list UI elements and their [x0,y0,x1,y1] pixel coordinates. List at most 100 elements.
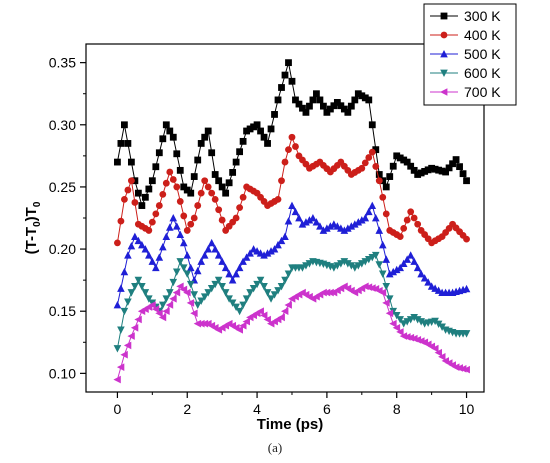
data-point [183,227,191,234]
data-point [365,96,373,104]
data-point [162,121,170,129]
legend-entry: 700 K [430,84,501,100]
data-point [246,249,254,257]
data-point [145,295,153,303]
data-point [364,207,373,216]
data-point [179,264,188,272]
data-point [211,195,219,203]
data-point [131,177,139,185]
data-point [152,163,160,171]
data-point [400,224,408,232]
data-point [211,280,219,289]
data-point [159,301,167,309]
data-point [114,158,121,166]
data-point [442,168,449,176]
data-point [215,206,223,214]
data-point [347,102,355,110]
x-tick-label: 8 [393,401,401,417]
data-point [274,195,282,203]
data-point [358,92,366,100]
data-point [281,276,289,285]
data-point [313,90,320,98]
data-point [180,183,188,191]
data-point [382,282,391,291]
data-point [309,96,317,104]
data-point [421,167,429,175]
data-point [215,177,223,185]
data-point [176,198,184,205]
data-point [218,216,226,224]
data-point [351,220,359,228]
data-point [435,166,443,174]
data-point [403,158,411,166]
data-point [260,311,268,320]
data-point [354,90,362,98]
data-point [197,297,206,305]
data-point [183,251,192,259]
legend-marker [440,69,448,77]
data-point [337,102,345,110]
data-point [452,156,460,163]
data-point [204,183,212,191]
data-point [284,270,293,278]
data-point [183,270,192,278]
data-point [372,163,380,170]
data-point [165,289,174,297]
data-point [260,133,268,141]
data-point [121,195,128,203]
axes-layer: 0 2 4 6 8 10 0.10 0.15 0.20 0.25 0.30 0.35 [49,55,475,417]
data-point [166,127,174,135]
data-point [253,280,261,289]
data-point [378,270,387,278]
data-point [246,289,254,297]
data-point [145,185,153,193]
legend-marker [440,50,448,58]
data-point [232,158,240,166]
data-point [340,226,349,234]
y-axis-label-sub-2: 0 [32,201,43,207]
data-point [242,317,250,326]
data-point [187,189,195,197]
data-point [190,173,198,180]
series-500-k [113,201,471,309]
data-point [407,208,415,216]
data-point [462,284,471,293]
data-point [207,285,216,293]
legend-label: 500 K [464,46,501,62]
data-point [379,193,387,201]
data-point [417,318,425,326]
data-point [159,243,167,251]
data-point [396,233,404,241]
data-point [169,214,178,222]
data-point [152,210,160,218]
data-point [180,212,188,220]
data-point [155,202,163,209]
data-point [236,148,244,156]
data-point [214,276,223,285]
data-point [389,267,398,276]
data-point [371,251,380,260]
data-point [379,177,387,185]
data-point [375,171,383,178]
data-point [316,96,324,104]
data-point [127,177,135,185]
data-point [197,257,206,265]
data-point [291,207,300,216]
data-point [410,166,418,174]
data-point [131,232,139,241]
y-axis-label-part-b: )T [23,207,40,221]
data-point [403,216,411,224]
data-point [186,280,195,289]
data-point [235,326,244,334]
data-point [204,127,212,135]
data-point [253,121,261,129]
data-point [218,183,226,191]
data-point [229,169,237,176]
data-point [169,278,178,287]
data-point [222,189,230,197]
data-point [145,227,153,234]
data-point [148,301,156,309]
data-point [151,305,160,313]
x-tick-label: 10 [459,401,475,417]
data-point [434,320,443,329]
